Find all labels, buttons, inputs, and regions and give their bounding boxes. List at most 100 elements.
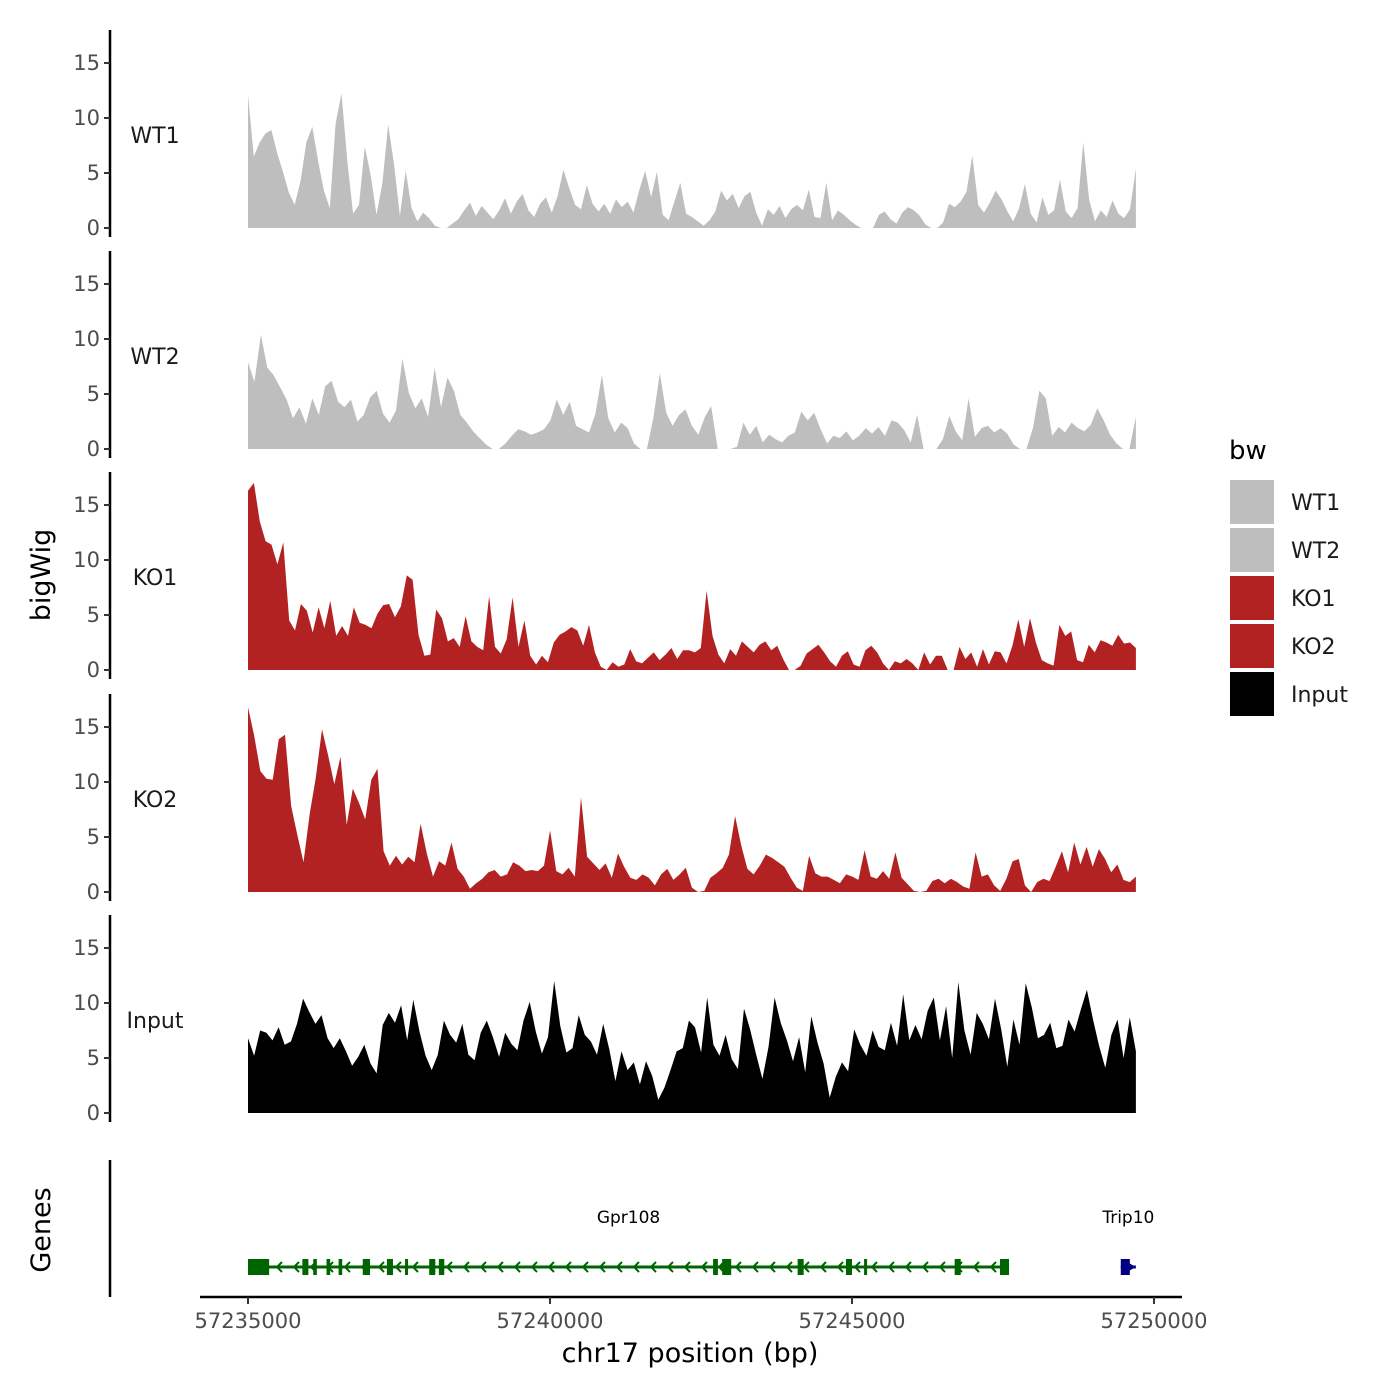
strand-arrow (768, 1261, 776, 1273)
exon (338, 1259, 343, 1275)
x-tick-label: 57240000 (497, 1309, 604, 1333)
gene-trip10: Trip10 (1101, 1208, 1154, 1275)
y-tick-label: 5 (87, 1046, 100, 1070)
strand-arrow (496, 1261, 504, 1273)
strand-arrow (972, 1261, 980, 1273)
track-label: KO2 (133, 788, 178, 813)
exon (438, 1259, 445, 1275)
strand-arrow (683, 1261, 691, 1273)
y-axis-title: bigWig (26, 529, 57, 622)
legend-label: Input (1291, 683, 1348, 708)
strand-arrow (700, 1261, 708, 1273)
legend-swatch-wt1 (1230, 480, 1274, 524)
exon (797, 1259, 804, 1275)
x-axis-title: chr17 position (bp) (562, 1338, 819, 1369)
strand-arrow (530, 1261, 538, 1273)
track-label: Input (127, 1009, 184, 1034)
track-wt1: 0 5 10 15 WT1 (73, 30, 1136, 240)
strand-arrow (462, 1261, 470, 1273)
strand-arrow (870, 1261, 878, 1273)
exon (362, 1259, 371, 1275)
gene-label: Trip10 (1101, 1208, 1154, 1228)
y-tick-label: 15 (73, 51, 100, 75)
strand-arrowhead (1121, 1259, 1136, 1275)
legend-label: KO1 (1291, 587, 1336, 612)
y-tick-label: 0 (87, 658, 100, 682)
strand-arrow (819, 1261, 827, 1273)
legend-swatch-wt2 (1230, 528, 1274, 572)
y-tick-label: 10 (73, 991, 100, 1015)
strand-arrow (887, 1261, 895, 1273)
strand-arrow (989, 1261, 997, 1273)
exon (845, 1259, 852, 1275)
exon (405, 1259, 409, 1275)
y-tick-label: 0 (87, 1101, 100, 1125)
strand-arrow (649, 1261, 657, 1273)
exon (313, 1259, 317, 1275)
signal-area-ko1 (248, 483, 1136, 670)
strand-arrow (615, 1261, 623, 1273)
x-axis: 57235000 57240000 57245000 57250000 (195, 1295, 1208, 1333)
strand-arrow (836, 1261, 844, 1273)
strand-arrow (581, 1261, 589, 1273)
exon (954, 1259, 961, 1275)
strand-arrow (802, 1261, 810, 1273)
strand-arrow (598, 1261, 606, 1273)
strand-arrow (292, 1261, 300, 1273)
y-tick-label: 10 (73, 770, 100, 794)
exon (999, 1259, 1010, 1275)
strand-arrow (751, 1261, 759, 1273)
legend-swatch-input (1230, 672, 1274, 716)
legend-label: KO2 (1291, 635, 1336, 660)
legend-label: WT2 (1291, 539, 1340, 564)
y-tick-label: 15 (73, 936, 100, 960)
signal-area-ko2 (248, 707, 1136, 892)
legend-label: WT1 (1291, 491, 1340, 516)
y-tick-label: 10 (73, 548, 100, 572)
exon (386, 1259, 393, 1275)
strand-arrow (547, 1261, 555, 1273)
strand-arrow (275, 1261, 283, 1273)
track-ko1: 0 5 10 15 KO1 (73, 472, 1136, 682)
exon (429, 1259, 436, 1275)
strand-arrow (853, 1261, 861, 1273)
x-tick-label: 57250000 (1101, 1309, 1208, 1333)
signal-area-input (248, 981, 1136, 1113)
y-tick-label: 0 (87, 216, 100, 240)
exon (722, 1259, 732, 1275)
exon (302, 1259, 309, 1275)
strand-arrow (734, 1261, 742, 1273)
strand-arrow (377, 1261, 385, 1273)
strand-arrow (938, 1261, 946, 1273)
track-wt2: 0 5 10 15 WT2 (73, 251, 1136, 461)
exon (326, 1259, 331, 1275)
strand-arrow (445, 1261, 453, 1273)
x-tick-label: 57245000 (799, 1309, 906, 1333)
strand-arrow (411, 1261, 419, 1273)
gene-label: Gpr108 (597, 1208, 660, 1228)
gene-gpr108: Gpr108 (248, 1208, 1010, 1275)
strand-arrow (394, 1261, 402, 1273)
strand-arrow (921, 1261, 929, 1273)
exon (713, 1259, 718, 1275)
track-label: KO1 (133, 566, 178, 591)
x-tick-label: 57235000 (195, 1309, 302, 1333)
legend-swatch-ko1 (1230, 576, 1274, 620)
y-tick-label: 15 (73, 715, 100, 739)
track-label: WT2 (130, 345, 179, 370)
signal-area-wt1 (248, 93, 1136, 228)
strand-arrow (666, 1261, 674, 1273)
y-tick-label: 5 (87, 161, 100, 185)
genes-axis-title: Genes (26, 1187, 57, 1272)
track-ko2: 0 5 10 15 KO2 (73, 694, 1136, 904)
y-tick-label: 0 (87, 437, 100, 461)
y-tick-label: 5 (87, 603, 100, 627)
track-input: 0 5 10 15 Input (73, 915, 1136, 1125)
signal-area-wt2 (248, 334, 1136, 449)
strand-arrow (479, 1261, 487, 1273)
track-label: WT1 (130, 124, 179, 149)
strand-arrow (904, 1261, 912, 1273)
strand-arrow (632, 1261, 640, 1273)
legend-swatch-ko2 (1230, 624, 1274, 668)
legend-title: bw (1229, 436, 1267, 466)
